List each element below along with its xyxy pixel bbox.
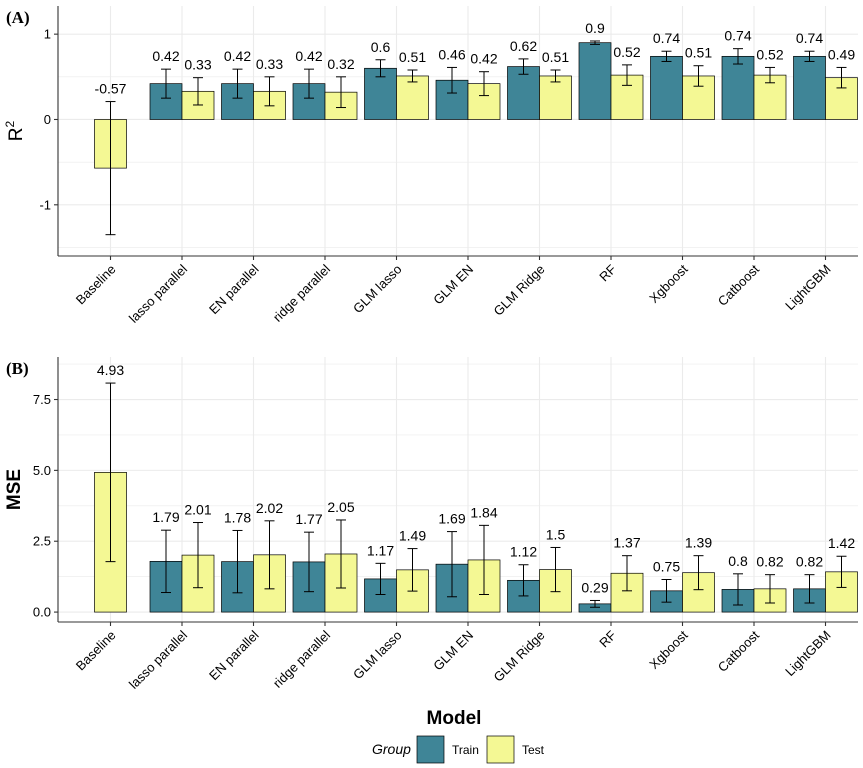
data-label-test: 0.49 — [828, 46, 855, 62]
data-label-train: 0.9 — [585, 20, 605, 36]
data-label-test: 1.42 — [828, 535, 855, 551]
data-label-test: 1.39 — [685, 535, 712, 551]
data-label-train: 1.77 — [295, 511, 322, 527]
data-label-train: 0.42 — [295, 48, 322, 64]
legend-label-train: Train — [452, 743, 479, 757]
data-label-test: 0.52 — [756, 46, 783, 62]
x-tick-label: GLM Ridge — [491, 262, 548, 319]
panel-label: (A) — [6, 8, 30, 27]
y-tick-label: 2.5 — [33, 534, 51, 549]
y-axis-title: R2 — [3, 120, 27, 141]
data-label-train: 1.78 — [224, 509, 251, 525]
data-label-test: 4.93 — [97, 362, 124, 378]
x-tick-label: Xgboost — [646, 261, 691, 306]
data-label-test: 2.01 — [184, 502, 211, 518]
y-tick-label: 0 — [44, 112, 51, 127]
bar-train — [721, 55, 755, 120]
x-tick-label: EN parallel — [206, 627, 262, 683]
x-axis-title: Model — [427, 708, 482, 729]
x-tick-label: Baseline — [73, 262, 119, 308]
legend-key-test — [486, 735, 515, 764]
data-label-train: 0.74 — [653, 30, 680, 46]
y-axis-title-text: R — [6, 127, 27, 141]
x-tick-label: Xgboost — [646, 627, 691, 672]
y-tick-label: 7.5 — [33, 392, 51, 407]
x-tick-label: GLM EN — [430, 262, 476, 308]
x-tick-label: RF — [596, 261, 619, 284]
x-tick-label: GLM Ridge — [491, 628, 548, 685]
data-label-test: 0.32 — [327, 56, 354, 72]
data-label-train: 1.69 — [438, 511, 465, 527]
legend: Group Train Test — [372, 735, 545, 764]
data-label-train: 1.12 — [510, 544, 537, 560]
data-label-train: 0.42 — [224, 48, 251, 64]
x-tick-label: GLM lasso — [350, 262, 405, 317]
data-label-train: 0.46 — [438, 46, 465, 62]
legend-label-test: Test — [522, 743, 545, 757]
data-label-test: 0.51 — [685, 45, 712, 61]
x-tick-label: LightGBM — [782, 262, 833, 313]
legend-title: Group — [372, 741, 411, 757]
data-label-test: 2.02 — [256, 500, 283, 516]
y-axis-title-superscript: 2 — [3, 120, 17, 127]
data-label-test: 0.33 — [256, 56, 283, 72]
bar-train — [578, 42, 612, 120]
data-label-train: 0.8 — [728, 553, 748, 569]
panel-a-r2-chart: 1 0 -1 (A) R2 0.42 0.42 0.42 0.6 0.46 0.62 0.9 0.74 0… — [3, 6, 858, 326]
x-tick-label: EN parallel — [206, 261, 262, 317]
data-label-test: 0.51 — [399, 49, 426, 65]
data-label-test: 0.82 — [756, 554, 783, 570]
data-label-train: 0.74 — [724, 28, 751, 44]
data-label-test: 0.42 — [470, 51, 497, 67]
bar-test — [539, 75, 572, 120]
data-label-test: -0.57 — [95, 81, 127, 97]
data-label-test: 0.33 — [184, 57, 211, 73]
x-tick-label: lasso parallel — [126, 627, 190, 691]
y-tick-label: 0.0 — [33, 605, 51, 620]
x-tick-label: Catboost — [715, 261, 763, 309]
data-label-train: 0.6 — [371, 39, 391, 55]
x-tick-label: Catboost — [715, 627, 763, 675]
x-tick-label: lasso parallel — [126, 261, 190, 325]
x-tick-label: RF — [596, 627, 619, 650]
y-tick-label: 5.0 — [33, 463, 51, 478]
data-label-test: 0.52 — [613, 44, 640, 60]
y-tick-label: -1 — [39, 197, 51, 212]
data-label-train: 1.17 — [367, 542, 394, 558]
data-label-test: 0.51 — [542, 49, 569, 65]
y-axis-title: MSE — [4, 469, 25, 510]
x-tick-label: ridge parallel — [270, 261, 333, 324]
panel-b-mse-chart: 0.0 2.5 5.0 7.5 (B) MSE 1.79 1.78 1.77 1.17 1.69 1.… — [4, 357, 858, 692]
data-label-test: 2.05 — [327, 499, 354, 515]
data-label-train: 0.82 — [796, 554, 823, 570]
x-tick-label: GLM EN — [430, 628, 476, 674]
bar-train — [650, 55, 683, 120]
x-tick-label: GLM lasso — [350, 628, 405, 683]
data-label-train: 1.79 — [152, 509, 179, 525]
bar-test — [610, 572, 644, 613]
legend-key-train — [416, 735, 445, 764]
bar-test — [396, 75, 429, 120]
data-label-test: 1.37 — [613, 535, 640, 551]
panel-label: (B) — [6, 359, 29, 378]
x-tick-label: Baseline — [73, 628, 119, 674]
x-tick-label: LightGBM — [782, 628, 833, 679]
data-label-test: 1.84 — [470, 504, 497, 520]
data-label-train: 0.42 — [152, 48, 179, 64]
y-tick-label: 1 — [44, 27, 51, 42]
data-label-train: 0.74 — [796, 30, 823, 46]
data-label-train: 0.75 — [653, 558, 680, 574]
data-label-test: 1.5 — [546, 526, 566, 542]
bar-train — [507, 66, 540, 120]
x-tick-label: ridge parallel — [270, 627, 333, 690]
bar-train — [793, 55, 826, 120]
data-label-train: 0.62 — [510, 38, 537, 54]
data-label-train: 0.29 — [581, 579, 608, 595]
data-label-test: 1.49 — [399, 528, 426, 544]
